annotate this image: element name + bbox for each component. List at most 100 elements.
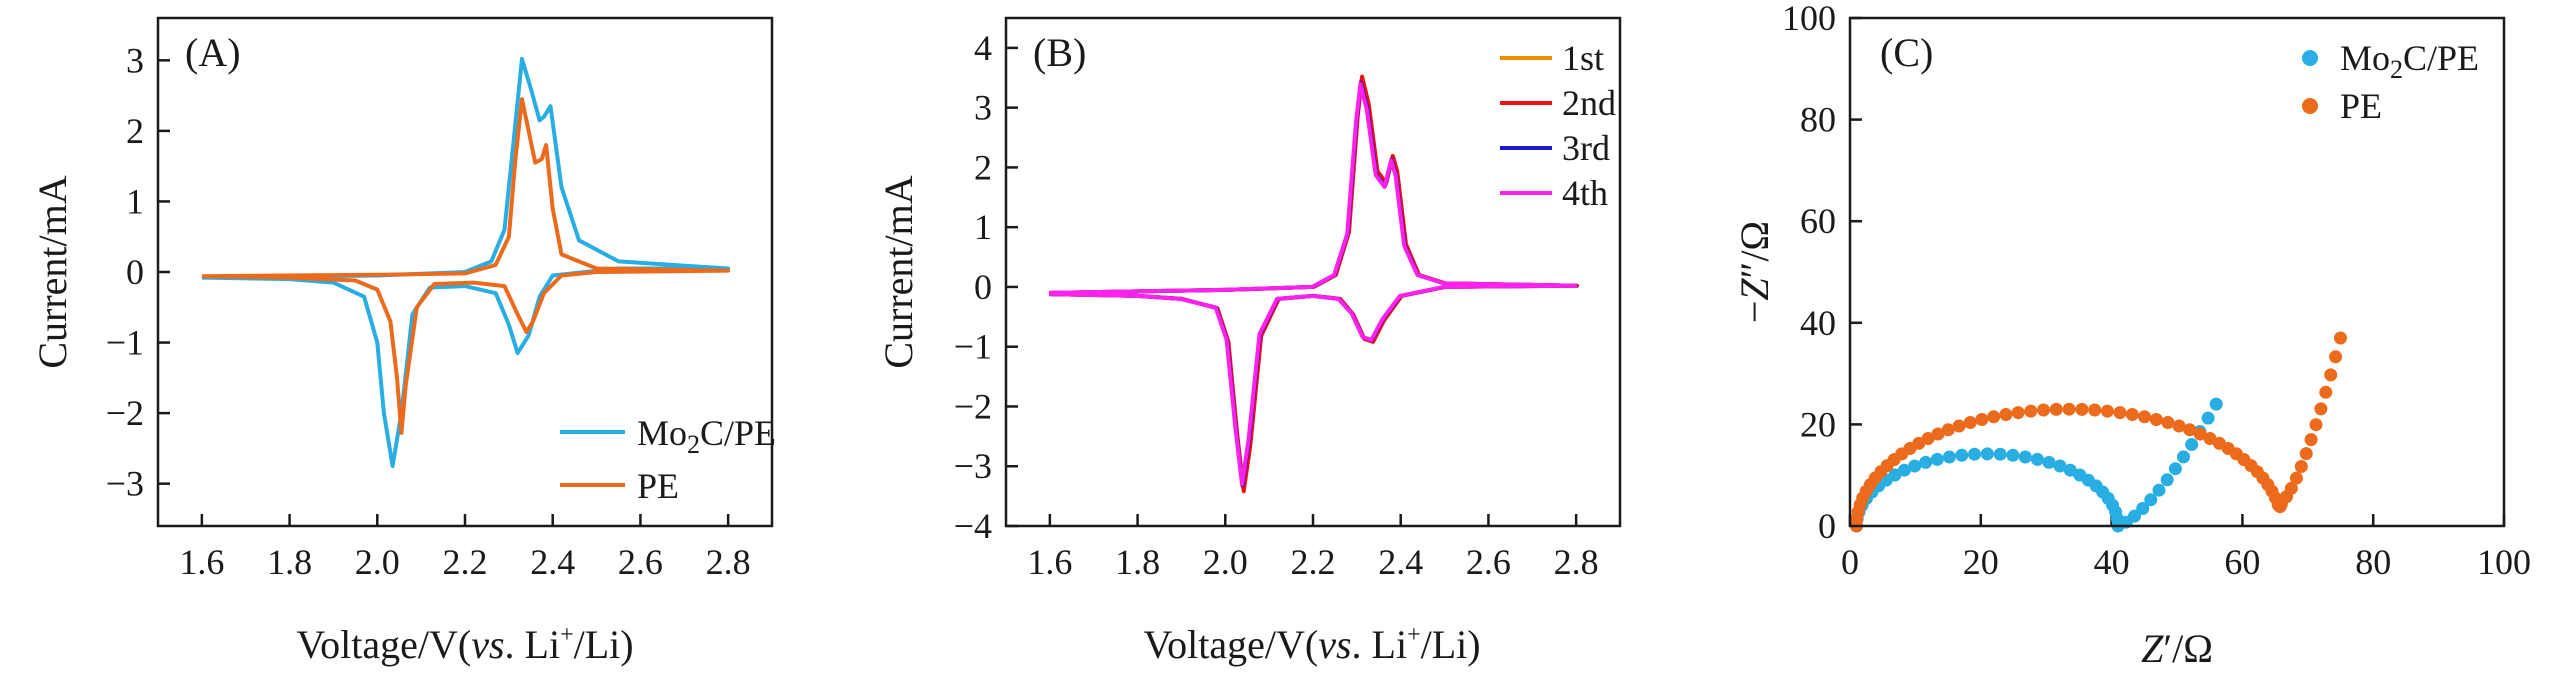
eis-point-pe	[1941, 423, 1955, 437]
panel-b-y-tick-label: 3	[974, 88, 992, 128]
panel-a-x-ticks: 1.6 1.8 2.0 2.2 2.4 2.6 2.8	[179, 514, 751, 582]
eis-point-mo2c	[1980, 447, 1994, 461]
panel-a-x-tick-label: 2.0	[355, 542, 400, 582]
panel-c: 0 20 40 60 80 100 0 20 40 60 80 100 (C) Z′/Ω −Z″/Ω…	[1732, 0, 2531, 671]
panel-c-y-tick-label: 60	[1800, 201, 1836, 241]
panel-b-y-tick-label: 1	[974, 207, 992, 247]
eis-point-mo2c	[2152, 483, 2166, 497]
panel-c-x-axis-label: Z′/Ω	[2141, 626, 2213, 671]
panel-b-letter: (B)	[1033, 30, 1086, 75]
eis-point-pe	[1931, 427, 1945, 441]
panel-b-y-tick-label: −2	[954, 386, 992, 426]
eis-point-mo2c	[1897, 463, 1911, 477]
panel-c-y-tick-label: 20	[1800, 404, 1836, 444]
legend-label-pe: PE	[637, 466, 679, 506]
legend-label-c-pe: PE	[2340, 86, 2382, 126]
panel-b-x-tick-label: 2.2	[1291, 542, 1336, 582]
legend-label-2nd: 2nd	[1562, 83, 1616, 123]
panel-c-x-tick-label: 0	[1841, 542, 1859, 582]
eis-point-mo2c	[2209, 397, 2223, 411]
panel-b-y-tick-label: −1	[954, 327, 992, 367]
panel-c-y-ticks: 0 20 40 60 80 100	[1782, 0, 1862, 546]
panel-b-x-tick-label: 2.6	[1466, 542, 1511, 582]
eis-point-pe	[1987, 410, 2001, 424]
eis-point-mo2c	[2018, 450, 2032, 464]
panel-b-y-tick-label: −3	[954, 446, 992, 486]
eis-point-mo2c	[2144, 493, 2158, 507]
eis-point-mo2c	[2168, 462, 2182, 476]
eis-point-mo2c	[2042, 455, 2056, 469]
eis-point-pe	[2161, 416, 2175, 429]
panel-c-x-tick-label: 80	[2355, 542, 2391, 582]
panel-b-x-tick-label: 1.8	[1115, 542, 1160, 582]
panel-c-x-tick-label: 100	[2477, 542, 2531, 582]
panel-a-y-tick-label: 1	[126, 181, 144, 221]
panel-c-plot-area	[1850, 331, 2347, 533]
eis-point-pe	[2294, 460, 2308, 473]
panel-a-y-tick-label: −1	[106, 323, 144, 363]
eis-point-pe	[2037, 403, 2050, 417]
panel-b-x-tick-label: 2.4	[1378, 542, 1423, 582]
eis-point-mo2c	[2128, 509, 2141, 523]
panel-a-x-tick-label: 2.2	[443, 542, 488, 582]
eis-point-pe	[2049, 402, 2063, 416]
legend-label-mo2c: Mo2C/PE	[637, 413, 776, 459]
panel-c-y-axis-label: −Z″/Ω	[1732, 221, 1777, 323]
panel-c-x-tick-label: 20	[1963, 542, 1999, 582]
eis-point-pe	[2329, 350, 2343, 364]
legend-label-1st: 1st	[1562, 38, 1604, 78]
eis-point-mo2c	[1919, 455, 1933, 469]
panel-c-y-tick-label: 80	[1800, 100, 1836, 140]
eis-point-pe	[1975, 413, 1989, 426]
eis-point-pe	[2062, 402, 2076, 416]
eis-point-mo2c	[1930, 452, 1944, 466]
panel-c-frame	[1848, 16, 2506, 528]
eis-point-pe	[2299, 447, 2313, 461]
panel-b-x-tick-label: 2.0	[1203, 542, 1248, 582]
panel-a-x-axis-label: Voltage/V(vs. Li+/Li)	[296, 622, 633, 667]
eis-point-pe	[2024, 404, 2038, 418]
eis-point-pe	[1999, 408, 2013, 421]
eis-point-pe	[2113, 406, 2127, 420]
eis-point-pe	[2149, 413, 2163, 426]
eis-point-mo2c	[2201, 411, 2215, 425]
eis-point-pe	[2088, 403, 2102, 417]
panel-a-y-tick-label: 3	[126, 40, 144, 80]
panel-a-frame	[156, 16, 774, 528]
eis-point-mo2c	[2177, 450, 2190, 464]
panel-c-y-tick-label: 40	[1800, 303, 1836, 343]
panel-c-legend: Mo2C/PE PE	[2302, 38, 2479, 126]
panel-c-letter: (C)	[1880, 30, 1933, 75]
panel-a-y-tick-label: 2	[126, 111, 144, 151]
panel-a-x-tick-label: 2.8	[706, 542, 751, 582]
eis-point-mo2c	[2006, 448, 2020, 462]
panel-b-y-tick-label: 4	[974, 28, 992, 68]
eis-point-mo2c	[1942, 450, 1956, 464]
panel-b-x-axis-label: Voltage/V(vs. Li+/Li)	[1143, 622, 1480, 667]
eis-point-pe	[2183, 423, 2197, 437]
panel-c-x-tick-label: 40	[2094, 542, 2130, 582]
eis-point-mo2c	[1993, 447, 2007, 461]
panel-b-x-tick-label: 2.8	[1554, 542, 1599, 582]
eis-point-pe	[2314, 402, 2328, 416]
legend-label-3rd: 3rd	[1562, 128, 1610, 168]
cv-curve-mo2c	[201, 56, 731, 468]
panel-a-y-axis-label: Current/mA	[30, 175, 75, 368]
panel-b-y-tick-label: 0	[974, 267, 992, 307]
eis-point-pe	[2324, 368, 2338, 382]
eis-point-pe	[1963, 416, 1977, 429]
panel-c-y-tick-label: 0	[1818, 506, 1836, 546]
cv-cycle-4th	[1048, 81, 1578, 487]
panel-a-legend: Mo2C/PE PE	[560, 413, 776, 506]
eis-point-mo2c	[1908, 459, 1922, 473]
legend-label-4th: 4th	[1562, 173, 1608, 213]
eis-point-pe	[2319, 385, 2333, 399]
panel-a-letter: (A)	[185, 30, 241, 75]
panel-a-y-tick-label: −3	[106, 464, 144, 504]
panel-b-y-tick-label: −4	[954, 506, 992, 546]
eis-point-pe	[2289, 471, 2303, 485]
eis-point-mo2c	[2185, 438, 2199, 451]
panel-a-y-ticks: −3 −2 −1 0 1 2 3	[106, 40, 170, 504]
eis-point-mo2c	[2053, 459, 2067, 473]
eis-point-pe	[2125, 408, 2139, 421]
